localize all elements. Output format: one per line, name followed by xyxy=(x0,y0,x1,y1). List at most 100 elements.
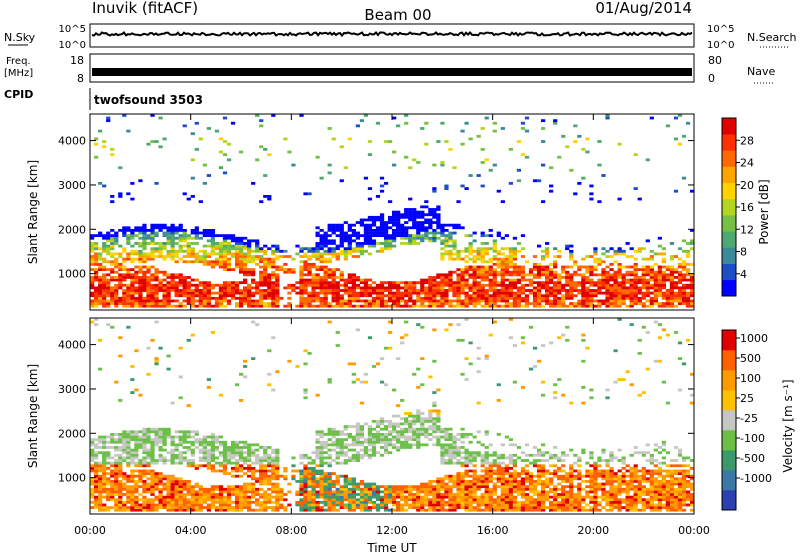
heatmap-cell xyxy=(331,459,336,462)
heatmap-cell xyxy=(436,231,441,235)
heatmap-cell xyxy=(452,453,457,457)
heatmap-cell xyxy=(343,493,348,496)
heatmap-cell xyxy=(585,278,590,282)
heatmap-cell xyxy=(102,440,107,444)
heatmap-cell xyxy=(110,461,115,465)
heatmap-cell xyxy=(343,286,348,290)
heatmap-cell xyxy=(206,228,211,232)
heatmap-cell xyxy=(206,498,211,502)
heatmap-cell xyxy=(351,276,356,279)
heatmap-cell xyxy=(597,163,602,167)
heatmap-cell xyxy=(383,286,389,290)
heatmap-cell xyxy=(142,490,147,494)
heatmap-cell xyxy=(456,289,461,292)
heatmap-cell xyxy=(335,482,340,486)
heatmap-cell xyxy=(488,247,493,251)
heatmap-cell xyxy=(621,286,626,290)
heatmap-cell xyxy=(351,482,356,486)
heatmap-cell xyxy=(335,432,340,436)
heatmap-cell xyxy=(90,262,95,266)
heatmap-cell xyxy=(621,278,626,282)
heatmap-cell xyxy=(432,328,437,332)
heatmap-cell xyxy=(307,291,312,295)
heatmap-cell xyxy=(267,304,272,308)
heatmap-cell xyxy=(448,453,453,457)
heatmap-cell xyxy=(206,506,211,509)
heatmap-cell xyxy=(569,281,574,285)
heatmap-cell xyxy=(206,435,211,439)
heatmap-cell xyxy=(565,273,570,277)
heatmap-cell xyxy=(351,380,356,384)
heatmap-cell xyxy=(150,430,155,434)
heatmap-cell xyxy=(359,493,365,496)
heatmap-cell xyxy=(166,304,171,308)
heatmap-cell xyxy=(440,296,445,300)
heatmap-cell xyxy=(424,205,429,209)
heatmap-cell xyxy=(178,435,183,439)
heatmap-cell xyxy=(432,304,437,308)
heatmap-cell xyxy=(387,226,393,230)
heatmap-cell xyxy=(247,448,252,452)
heatmap-cell xyxy=(367,438,373,442)
heatmap-cell xyxy=(553,289,558,292)
heatmap-cell xyxy=(359,508,365,512)
heatmap-cell xyxy=(102,289,107,292)
heatmap-cell xyxy=(327,228,332,232)
heatmap-cell xyxy=(444,477,449,481)
colorbar-swatch xyxy=(722,263,736,281)
heatmap-cell xyxy=(90,487,95,491)
heatmap-cell xyxy=(122,456,127,460)
colorbar-tick-label: 16 xyxy=(740,201,754,214)
heatmap-cell xyxy=(102,461,107,465)
heatmap-cell xyxy=(98,231,103,235)
heatmap-cell xyxy=(347,234,352,238)
heatmap-cell xyxy=(488,286,493,290)
heatmap-cell xyxy=(545,270,550,274)
heatmap-cell xyxy=(255,456,260,460)
heatmap-cell xyxy=(392,221,397,224)
heatmap-cell xyxy=(412,500,417,504)
heatmap-cell xyxy=(367,242,373,245)
heatmap-cell xyxy=(162,137,167,141)
heatmap-cell xyxy=(464,278,469,282)
heatmap-cell xyxy=(146,286,151,290)
heatmap-cell xyxy=(190,260,195,264)
heatmap-cell xyxy=(279,493,284,496)
heatmap-cell xyxy=(162,244,167,248)
heatmap-cell xyxy=(347,482,352,486)
heatmap-cell xyxy=(681,265,687,269)
heatmap-cell xyxy=(436,419,441,423)
heatmap-cell xyxy=(617,294,622,298)
heatmap-cell xyxy=(202,448,207,452)
heatmap-cell xyxy=(238,456,244,460)
heatmap-cell xyxy=(392,493,397,496)
heatmap-cell xyxy=(118,469,123,473)
heatmap-cell xyxy=(355,276,360,279)
heatmap-cell xyxy=(323,249,328,253)
heatmap-cell xyxy=(464,187,469,190)
heatmap-cell xyxy=(198,487,203,491)
heatmap-cell xyxy=(412,495,417,499)
heatmap-cell xyxy=(339,270,344,274)
heatmap-cell xyxy=(363,485,369,489)
heatmap-cell xyxy=(247,498,252,502)
heatmap-cell xyxy=(677,142,683,146)
heatmap-cell xyxy=(339,244,344,248)
heatmap-cell xyxy=(263,469,268,473)
heatmap-cell xyxy=(327,304,332,308)
heatmap-cell xyxy=(226,498,232,502)
heatmap-cell xyxy=(371,286,377,290)
heatmap-cell xyxy=(496,270,501,274)
heatmap-cell xyxy=(234,498,240,502)
heatmap-cell xyxy=(464,286,469,290)
heatmap-cell xyxy=(416,323,421,327)
heatmap-cell xyxy=(408,294,413,298)
heatmap-cell xyxy=(267,195,272,198)
heatmap-cell xyxy=(448,474,453,478)
heatmap-cell xyxy=(323,446,328,449)
heatmap-cell xyxy=(114,257,119,261)
heatmap-cell xyxy=(303,477,308,481)
heatmap-cell xyxy=(387,286,393,290)
heatmap-cell xyxy=(243,262,248,266)
heatmap-cell xyxy=(412,493,417,496)
